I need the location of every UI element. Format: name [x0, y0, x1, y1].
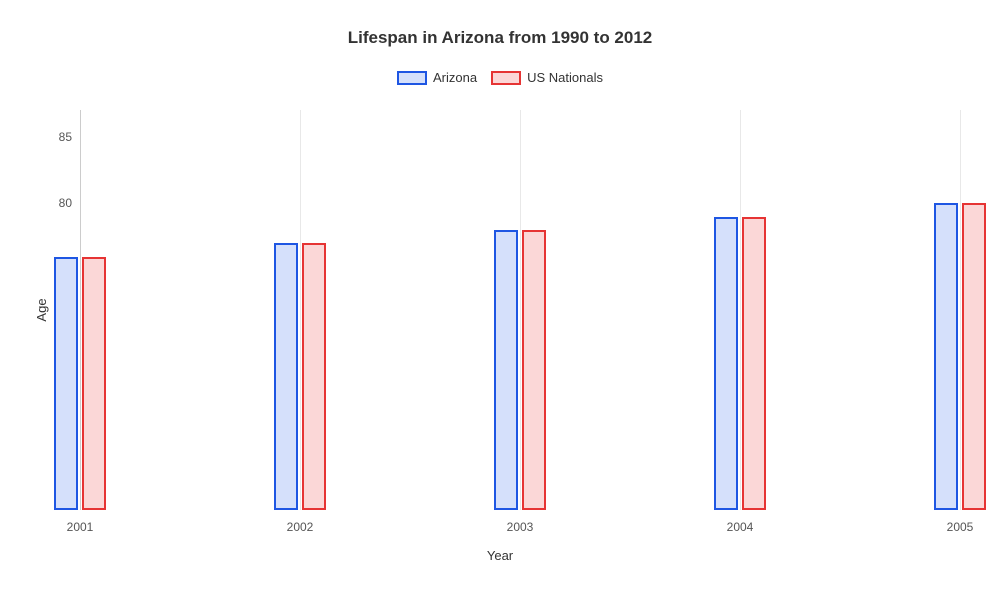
y-tick-label: 85 — [59, 130, 80, 144]
bar — [82, 257, 106, 510]
bar — [714, 217, 738, 510]
plot-area: 20012002200320042005606570758085 — [80, 110, 960, 510]
bar — [934, 203, 958, 510]
x-tick-label: 2003 — [507, 510, 534, 534]
bar — [494, 230, 518, 510]
y-tick-label: 80 — [59, 196, 80, 210]
legend-item: Arizona — [397, 70, 477, 85]
bar — [274, 243, 298, 510]
bar — [522, 230, 546, 510]
x-tick-label: 2005 — [947, 510, 974, 534]
x-tick-label: 2001 — [67, 510, 94, 534]
legend-item: US Nationals — [491, 70, 603, 85]
y-axis-line — [80, 110, 81, 510]
chart-title: Lifespan in Arizona from 1990 to 2012 — [0, 28, 1000, 48]
chart-container: Lifespan in Arizona from 1990 to 2012 Ar… — [0, 0, 1000, 600]
gridline — [960, 110, 961, 510]
gridline — [520, 110, 521, 510]
bar — [742, 217, 766, 510]
bar — [54, 257, 78, 510]
bar — [962, 203, 986, 510]
legend: Arizona US Nationals — [0, 70, 1000, 85]
gridline — [300, 110, 301, 510]
y-axis-label: Age — [34, 298, 49, 321]
x-tick-label: 2002 — [287, 510, 314, 534]
bar — [302, 243, 326, 510]
x-axis-label: Year — [0, 548, 1000, 563]
legend-swatch — [491, 71, 521, 85]
legend-swatch — [397, 71, 427, 85]
x-tick-label: 2004 — [727, 510, 754, 534]
legend-label: Arizona — [433, 70, 477, 85]
gridline — [740, 110, 741, 510]
legend-label: US Nationals — [527, 70, 603, 85]
